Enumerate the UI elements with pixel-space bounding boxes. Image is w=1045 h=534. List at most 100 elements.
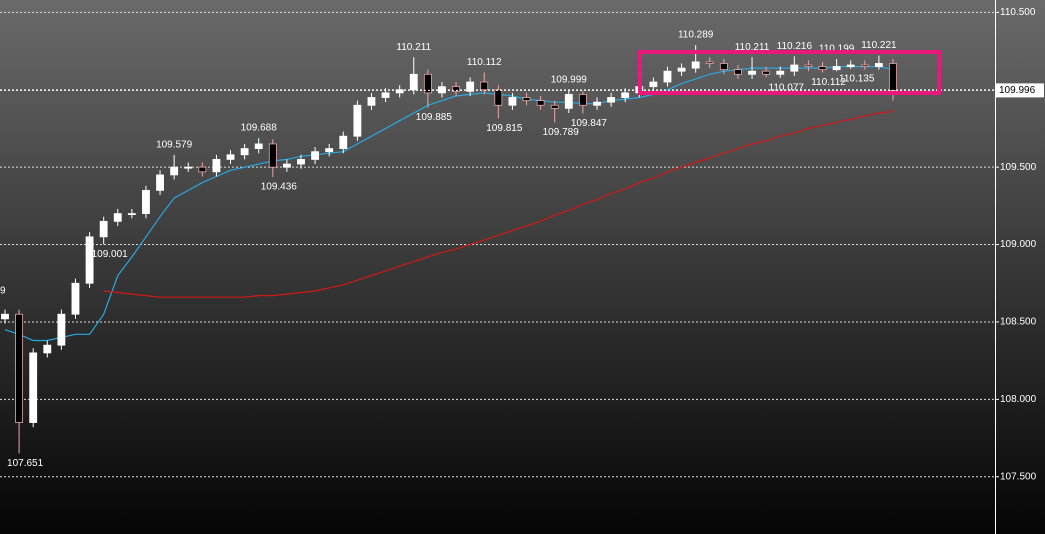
candle-body: [578, 94, 587, 106]
low-label: 109.436: [261, 182, 298, 193]
high-label: 110.221: [861, 40, 897, 51]
candle-body: [719, 63, 728, 71]
high-label: 109.579: [156, 140, 193, 151]
candle-body: [282, 163, 291, 168]
candle-body: [43, 344, 52, 354]
candle-body: [832, 66, 841, 71]
candle-body: [466, 81, 475, 92]
candle-body: [226, 154, 235, 160]
candle-body: [29, 352, 38, 423]
y-tick-label: 109.500: [1000, 162, 1037, 173]
high-label: 110.289: [678, 30, 714, 41]
candle-body: [691, 61, 700, 69]
high-label: 110.112: [467, 57, 502, 68]
low-label: 110.112: [811, 77, 846, 88]
low-label: 109.847: [571, 118, 608, 129]
low-label: 110.077: [769, 82, 805, 93]
candle-body: [748, 70, 756, 75]
candle-body: [621, 92, 630, 98]
low-label: 109.789: [543, 127, 580, 138]
candle-body: [85, 236, 94, 284]
candle-body: [311, 151, 320, 160]
candle-body: [339, 135, 348, 149]
candle-body: [1, 313, 9, 320]
candle-body: [57, 313, 66, 346]
candle-body: [663, 70, 672, 83]
candle-body: [818, 66, 827, 71]
candle-body: [99, 220, 108, 238]
high-label: 109.999: [551, 75, 588, 86]
grid-layer: [0, 11, 999, 478]
last-price-box: [996, 83, 1044, 98]
candle-body: [860, 64, 869, 67]
y-tick-label: 108.500: [1000, 317, 1037, 328]
low-label: 109.815: [486, 123, 523, 134]
candle-body: [367, 97, 376, 106]
y-tick-label: 108.000: [1000, 394, 1037, 405]
candle-body: [607, 97, 616, 103]
candle-body: [409, 73, 418, 91]
candle-body: [762, 70, 771, 75]
candle-body: [677, 67, 686, 72]
cut-label: 9: [0, 286, 6, 297]
highlight-box: [638, 50, 941, 95]
candle-body: [776, 70, 785, 75]
low-label: 109.885: [416, 112, 453, 123]
candle-body: [423, 73, 432, 94]
y-tick-label: 107.500: [1000, 471, 1037, 482]
candle-body: [494, 89, 503, 106]
candle-body: [142, 189, 150, 215]
candle-body: [734, 69, 742, 75]
candle-body: [508, 97, 517, 106]
candle-body: [381, 92, 390, 98]
candle-body: [71, 282, 80, 315]
candle-body: [395, 89, 404, 94]
candle-body: [522, 97, 531, 102]
candle-body: [325, 148, 334, 153]
candle-body: [113, 213, 122, 222]
high-label: 109.688: [241, 123, 278, 134]
label-layer: 110.500110.000109.500109.000108.500108.0…: [0, 7, 1044, 482]
low-label: 107.651: [7, 458, 44, 469]
moving-average: [103, 110, 894, 298]
y-tick-label: 110.500: [1000, 7, 1036, 18]
candle-body: [353, 104, 362, 137]
candle-body: [593, 101, 601, 106]
candle-body: [452, 86, 460, 92]
candle-body: [438, 86, 446, 94]
candle-body: [184, 166, 193, 169]
candle-body: [889, 63, 897, 91]
candle-body: [790, 64, 799, 72]
candle-body: [846, 64, 855, 67]
candle-body: [550, 104, 559, 109]
ma-layer: [4, 66, 894, 342]
moving-average: [4, 66, 894, 342]
candle-body: [480, 81, 489, 91]
candle-body: [874, 63, 883, 67]
candle-body: [804, 64, 813, 67]
high-label: 110.199: [819, 44, 855, 55]
candle-body: [240, 148, 249, 156]
candle-body: [170, 166, 179, 176]
low-label: 110.135: [839, 74, 875, 85]
candle-body: [297, 159, 305, 165]
candle-body: [268, 143, 277, 168]
candle-body: [127, 213, 136, 216]
high-label: 110.211: [396, 42, 431, 53]
last-price-label: 109.996: [999, 85, 1036, 96]
candle-body: [15, 313, 24, 423]
candle-body: [212, 159, 221, 173]
candle-body: [705, 61, 714, 64]
high-label: 110.216: [777, 41, 813, 52]
candle-body: [156, 174, 164, 191]
candle-body: [198, 166, 207, 173]
candle-body: [254, 143, 263, 149]
high-label: 110.211: [735, 42, 770, 53]
candle-body: [649, 81, 658, 88]
y-tick-label: 109.000: [1000, 239, 1037, 250]
candle-body: [536, 100, 545, 106]
low-label: 109.001: [92, 249, 129, 260]
